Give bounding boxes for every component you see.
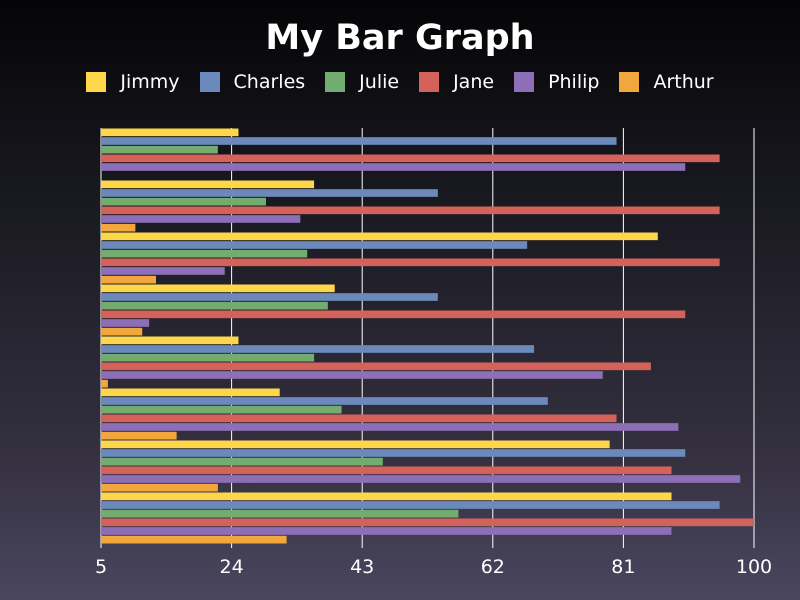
- bar-philip-4: [101, 319, 150, 327]
- bar-jane-1: [101, 154, 720, 163]
- bar-philip-7: [101, 475, 741, 483]
- bar-arthur-2: [101, 223, 136, 232]
- bar-jimmy-4: [101, 284, 335, 293]
- bar-arthur-3: [101, 275, 156, 284]
- x-tick-label: 100: [736, 556, 772, 578]
- x-tick-label: 81: [611, 556, 635, 578]
- bar-jane-3: [101, 258, 720, 267]
- bar-julie-3: [101, 249, 308, 258]
- legend-item-jane: Jane: [419, 71, 494, 93]
- x-tick-label: 5: [95, 556, 107, 578]
- x-tick-label: 62: [481, 556, 505, 578]
- bar-jane-8: [101, 518, 754, 527]
- bar-julie-6: [101, 405, 342, 414]
- bar-julie-1: [101, 145, 218, 154]
- legend-label: Julie: [359, 71, 400, 93]
- legend-item-charles: Charles: [199, 71, 306, 93]
- bar-philip-2: [101, 215, 301, 223]
- bar-philip-6: [101, 423, 679, 431]
- bar-philip-1: [101, 163, 686, 171]
- bar-jimmy-3: [101, 232, 658, 241]
- bar-jimmy-7: [101, 440, 610, 449]
- legend-swatch: [86, 72, 107, 92]
- x-tick-label: 24: [220, 556, 244, 578]
- bar-jane-6: [101, 414, 617, 423]
- bar-julie-4: [101, 301, 328, 310]
- bar-charles-7: [101, 449, 686, 457]
- legend-swatch: [199, 72, 220, 92]
- bar-jane-5: [101, 362, 651, 371]
- bar-charles-3: [101, 241, 528, 249]
- bar-jimmy-2: [101, 180, 315, 189]
- bar-julie-7: [101, 457, 383, 466]
- x-tick-label: 43: [350, 556, 374, 578]
- bar-charles-1: [101, 137, 617, 145]
- legend-label: Jimmy: [120, 71, 180, 93]
- bar-philip-5: [101, 371, 603, 379]
- bar-jimmy-8: [101, 492, 672, 501]
- legend-item-jimmy: Jimmy: [86, 71, 180, 93]
- bar-arthur-7: [101, 483, 218, 492]
- bar-jane-7: [101, 466, 672, 475]
- bar-jane-4: [101, 310, 686, 319]
- bar-jane-2: [101, 206, 720, 215]
- bar-charles-5: [101, 345, 535, 353]
- bar-philip-3: [101, 267, 225, 275]
- bar-julie-2: [101, 197, 266, 206]
- bar-jimmy-6: [101, 388, 280, 397]
- bar-philip-8: [101, 527, 672, 535]
- bar-arthur-6: [101, 431, 177, 440]
- bar-charles-8: [101, 501, 720, 509]
- bar-arthur-8: [101, 535, 287, 544]
- legend-item-arthur: Arthur: [619, 71, 714, 93]
- legend-swatch: [419, 72, 440, 92]
- bar-charles-4: [101, 293, 438, 301]
- bar-julie-8: [101, 509, 459, 518]
- bar-julie-5: [101, 353, 315, 362]
- bar-jimmy-1: [101, 128, 239, 137]
- legend-label: Arthur: [653, 71, 714, 93]
- legend-item-julie: Julie: [325, 71, 399, 93]
- legend-swatch: [514, 72, 535, 92]
- legend-label: Jane: [453, 71, 495, 93]
- legend-label: Philip: [548, 71, 600, 93]
- bar-charles-6: [101, 397, 548, 405]
- bar-arthur-4: [101, 327, 143, 336]
- legend-swatch: [619, 72, 640, 92]
- chart-title: My Bar Graph: [265, 18, 535, 58]
- bar-jimmy-5: [101, 336, 239, 345]
- legend-label: Charles: [233, 71, 306, 93]
- legend-item-philip: Philip: [514, 71, 599, 93]
- bar-arthur-5: [101, 379, 108, 388]
- legend: Jimmy Charles Julie Jane Philip Arthur: [0, 71, 800, 93]
- legend-swatch: [325, 72, 346, 92]
- bar-charles-2: [101, 189, 438, 197]
